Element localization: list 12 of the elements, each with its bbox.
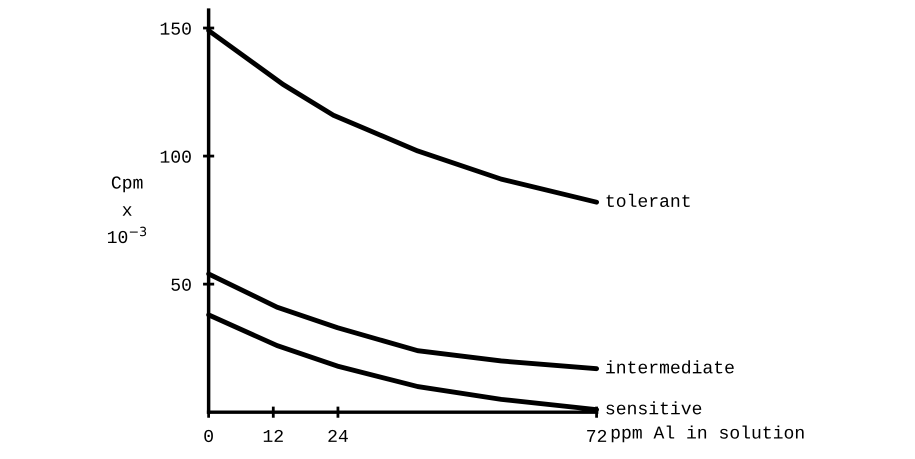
y-tick-label: 100 — [160, 150, 191, 163]
series-label: tolerant — [606, 194, 690, 208]
y-tick-label: 150 — [160, 22, 191, 35]
x-tick-label: 12 — [264, 430, 283, 442]
x-tick-label: 24 — [328, 430, 348, 442]
x-axis-title: ppm Al in solution — [612, 425, 804, 442]
y-axis-title: Cpm x 10$^{−3}$ — [108, 176, 146, 244]
x-tick-label: 72 — [587, 430, 606, 442]
series-label: intermediate — [606, 360, 734, 374]
x-tick-label: 0 — [204, 430, 213, 442]
series-label: sensitive — [606, 401, 702, 414]
y-tick-label: 50 — [171, 278, 191, 291]
